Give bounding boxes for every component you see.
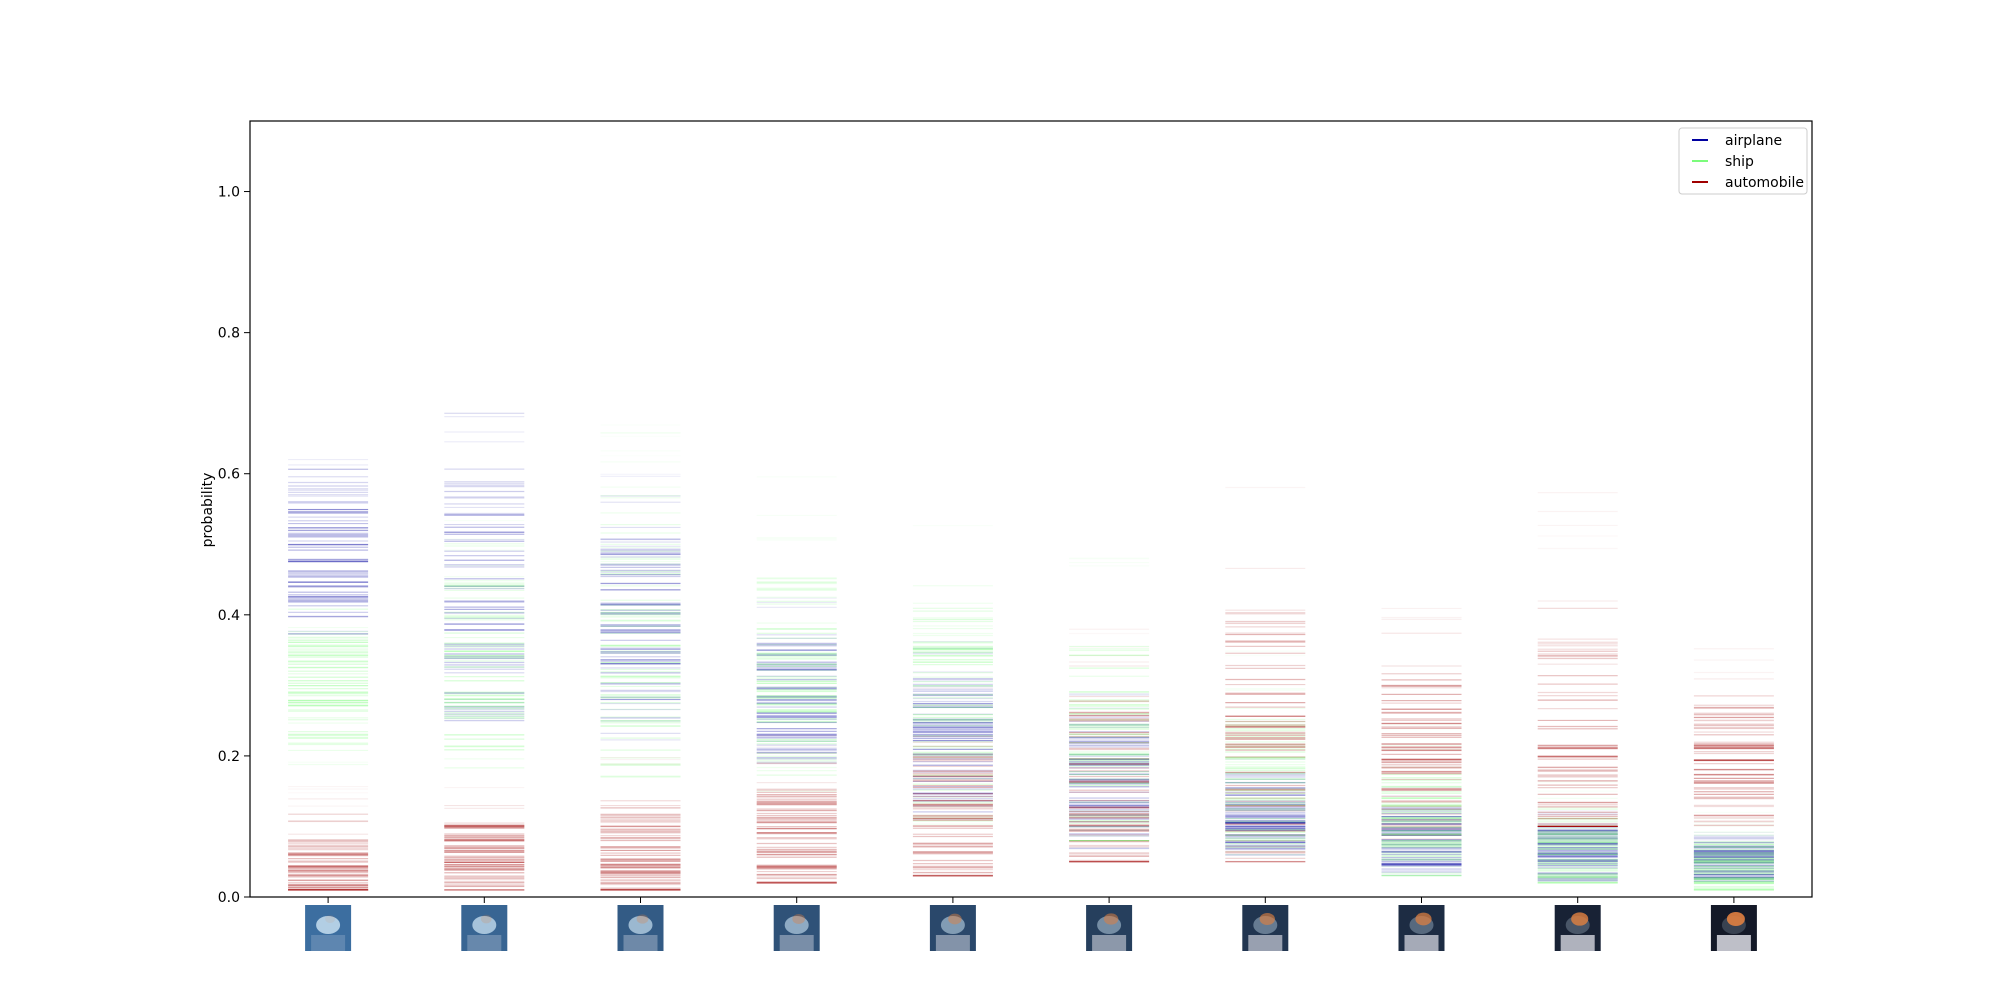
thumbnail-lower-region <box>1092 935 1127 951</box>
band-airplane-6 <box>1069 693 1150 850</box>
x-tick-thumbnail-3 <box>617 905 664 951</box>
x-tick-thumbnail-9 <box>1554 905 1601 951</box>
thumbnail-lower-region <box>467 935 502 951</box>
band-automobile-9 <box>1537 492 1618 828</box>
y-tick-label: 0.4 <box>218 608 240 624</box>
thumbnail-lower-region <box>779 935 814 951</box>
thumbnail-bird <box>1415 912 1432 926</box>
thumbnail-airplane <box>940 916 965 934</box>
band-ship-10 <box>1693 811 1774 891</box>
thumbnail-bird <box>1103 913 1119 925</box>
y-tick-label: 0.2 <box>218 749 240 765</box>
band-automobile-10 <box>1693 648 1774 827</box>
x-tick-thumbnail-1 <box>305 905 352 951</box>
probability-bands <box>288 412 1774 891</box>
x-tick-thumbnail-10 <box>1710 905 1757 951</box>
thumbnail-airplane <box>628 916 653 934</box>
band-ship-2 <box>444 519 525 769</box>
band-airplane-10 <box>1693 831 1774 883</box>
x-tick-thumbnail-2 <box>461 905 508 951</box>
thumbnail-lower-region <box>311 935 346 951</box>
band-ship-9 <box>1537 781 1618 884</box>
band-automobile-1 <box>288 785 369 891</box>
legend-frame <box>1678 127 1808 195</box>
thumbnail-lower-region <box>1248 935 1283 951</box>
legend-label-automobile: automobile <box>1725 175 1804 191</box>
x-axis <box>305 897 1757 951</box>
thumbnail-airplane <box>316 916 341 934</box>
thumbnail-bird <box>1726 912 1745 926</box>
y-axis: 0.0 0.2 0.4 0.6 0.8 1.0 <box>218 185 250 906</box>
band-airplane-1 <box>288 458 369 635</box>
x-tick-thumbnail-5 <box>929 905 976 951</box>
y-tick-label: 0.6 <box>218 467 240 483</box>
thumbnail-bird <box>1259 913 1275 925</box>
band-ship-7 <box>1225 650 1306 856</box>
band-airplane-3 <box>600 473 681 741</box>
band-ship-3 <box>600 432 681 778</box>
band-airplane-2 <box>444 412 525 722</box>
x-tick-thumbnail-8 <box>1398 905 1445 951</box>
band-airplane-9 <box>1537 810 1618 882</box>
band-airplane-8 <box>1381 786 1462 876</box>
band-automobile-7 <box>1225 486 1306 863</box>
band-ship-8 <box>1381 724 1462 877</box>
plot-frame <box>249 120 1813 898</box>
x-tick-thumbnail-4 <box>773 905 820 951</box>
band-airplane-4 <box>756 597 837 765</box>
y-tick-label: 0.8 <box>218 326 240 342</box>
band-ship-4 <box>756 476 837 792</box>
band-ship-5 <box>912 525 993 825</box>
band-automobile-4 <box>756 734 837 884</box>
thumbnail-bird <box>1571 912 1589 926</box>
thumbnail-bird <box>636 914 649 924</box>
thumbnail-airplane <box>784 916 809 934</box>
band-ship-1 <box>288 608 369 766</box>
y-tick-label: 0.0 <box>218 890 240 906</box>
band-automobile-6 <box>1069 628 1150 863</box>
y-axis-label: probability <box>200 473 216 548</box>
legend-label-ship: ship <box>1725 154 1754 170</box>
thumbnail-lower-region <box>935 935 970 951</box>
band-automobile-3 <box>600 756 681 891</box>
x-tick-thumbnail-7 <box>1242 905 1289 951</box>
thumbnail-lower-region <box>623 935 658 951</box>
band-airplane-7 <box>1225 758 1306 856</box>
thumbnail-bird <box>792 914 806 924</box>
thumbnail-bird <box>948 913 962 925</box>
thumbnail-lower-region <box>1560 935 1595 951</box>
thumbnail-bird <box>480 914 492 924</box>
band-automobile-8 <box>1381 607 1462 840</box>
x-tick-thumbnail-6 <box>1086 905 1133 951</box>
thumbnail-airplane <box>472 916 497 934</box>
band-automobile-5 <box>912 687 993 877</box>
y-tick-label: 1.0 <box>218 185 240 201</box>
band-airplane-5 <box>912 640 993 820</box>
thumbnail-lower-region <box>1404 935 1439 951</box>
legend-label-airplane: airplane <box>1725 133 1782 149</box>
band-automobile-2 <box>444 786 525 891</box>
legend: airplane ship automobile <box>1678 127 1808 195</box>
thumbnail-bird <box>325 915 336 923</box>
band-ship-6 <box>1069 557 1150 842</box>
thumbnail-lower-region <box>1716 935 1751 951</box>
